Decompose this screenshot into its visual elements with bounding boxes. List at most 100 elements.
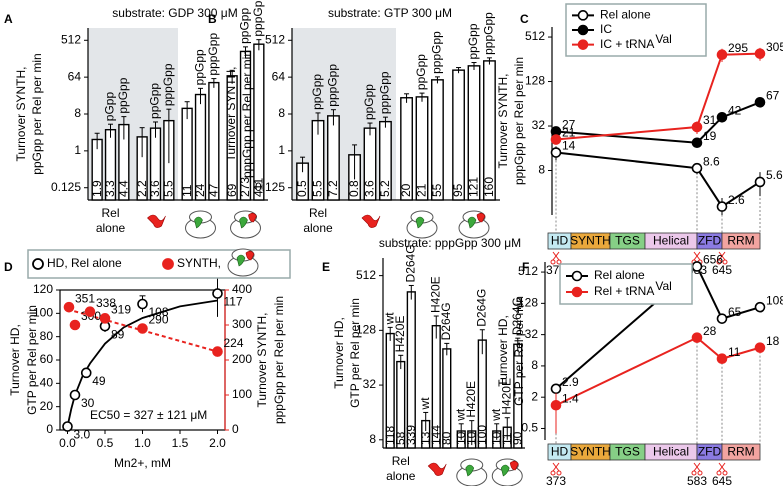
legend-marker: [571, 270, 583, 282]
domain-label: SYNTH: [570, 234, 611, 248]
point: [754, 342, 766, 353]
tick-label: 0: [232, 422, 239, 436]
domain-label: RRM: [727, 445, 754, 459]
tick-label: 1.5: [172, 436, 189, 450]
point: [550, 134, 562, 145]
scissors: [718, 462, 726, 472]
value-label: 21: [562, 126, 576, 140]
bar-annotation: ppGpp: [414, 54, 428, 90]
scissors: [716, 470, 722, 476]
group-label: Rel: [392, 454, 410, 468]
tick-label: 64: [272, 69, 286, 83]
point: [550, 383, 562, 395]
axis-label: pppGpp per Rel per min: [512, 57, 526, 185]
value-label: 10: [464, 431, 478, 445]
value-label: 2.6: [728, 193, 745, 207]
icon-shape: [509, 460, 519, 471]
domain-label: ZFD: [698, 445, 722, 459]
annotation: EC50 = 327 ± 121 μM: [90, 408, 207, 422]
icon-shape: [427, 462, 447, 476]
bar-annotation: ppGpp: [238, 8, 252, 44]
bar-annotation: wt: [453, 408, 467, 422]
icon-shape: [245, 250, 255, 261]
tick-label: 32: [363, 377, 377, 391]
value-label: 7.2: [326, 180, 340, 197]
fit-curve: [66, 299, 218, 427]
group-label: alone: [386, 469, 416, 483]
icon-shape: [248, 212, 257, 223]
value-label: 31: [703, 113, 717, 127]
tick-label: 400: [232, 282, 252, 296]
point: [84, 306, 96, 318]
x-axis-label: Mn2+, mM: [114, 456, 171, 470]
tick-label: 8: [74, 106, 81, 120]
panel-title: substrate: GTP 300 μM: [328, 6, 452, 20]
point: [716, 353, 728, 365]
point: [550, 147, 562, 158]
legend-label: SYNTH,: [177, 256, 221, 270]
scissors: [722, 470, 728, 476]
value-label: 2.2: [135, 180, 149, 197]
shaded-region: [292, 28, 396, 200]
tick-label: 40: [40, 376, 54, 390]
axis-label: Turnover HD,: [8, 324, 22, 396]
tick-label: 128: [356, 323, 376, 337]
value-label: 18: [766, 334, 780, 348]
point: [691, 121, 703, 133]
bar-annotation: ppGpp: [362, 84, 376, 120]
axis-label: GTP per Rel per min: [512, 296, 526, 406]
value-label: 49: [92, 374, 106, 388]
bar-annotation: pppGpp: [378, 71, 392, 114]
value-label: 3.3: [103, 180, 117, 197]
value-label: 13: [418, 431, 432, 445]
point: [80, 367, 92, 379]
scissors: [697, 470, 703, 476]
panel-letter: A: [4, 12, 13, 26]
icon-shape: [236, 254, 246, 267]
point: [691, 332, 703, 343]
bar-annotation: H420E: [464, 381, 478, 418]
value-label: 0.8: [347, 180, 361, 197]
value-label: 3.0: [74, 428, 91, 442]
value-label: 55: [430, 183, 444, 197]
value-label: 3.6: [363, 180, 377, 197]
bar-annotation: D264G: [510, 297, 524, 335]
tick-label: 512: [61, 32, 81, 46]
value-label: 95: [451, 183, 465, 197]
icon-shape: [361, 214, 381, 228]
scissors: [550, 259, 556, 265]
panel-letter: C: [520, 12, 529, 26]
value-label: 1.4: [562, 391, 579, 405]
point: [716, 201, 728, 212]
scissors: [718, 251, 726, 261]
value-label: 20: [399, 183, 413, 197]
icon-shape: [500, 464, 510, 477]
bar-annotation: ppGpp: [310, 74, 324, 110]
value-label: 11: [180, 184, 194, 197]
value-label: 160: [482, 177, 496, 197]
tick-label: 1.0: [134, 436, 151, 450]
tick-label: 80: [40, 329, 54, 343]
panel-letter: B: [208, 12, 217, 26]
bar: [431, 79, 444, 201]
bar-annotation: pppGpp: [251, 0, 265, 37]
value-label: 5.5: [162, 180, 176, 197]
legend-marker: [577, 39, 589, 50]
point: [99, 313, 111, 324]
bar-annotation: pGpp: [103, 92, 117, 122]
bar-annotation: ppGpp: [193, 49, 207, 85]
scissors: [691, 470, 697, 476]
bar-annotation: pppGpp: [430, 31, 444, 74]
point: [691, 137, 703, 149]
legend-label: HD, Rel alone: [47, 256, 122, 270]
group-label: Rel: [309, 206, 327, 220]
tick-label: 8: [278, 106, 285, 120]
value-label: 273: [238, 177, 252, 197]
value-label: 3.6: [148, 180, 162, 197]
tick-label: 2: [531, 389, 538, 403]
group-label: alone: [303, 221, 333, 235]
value-label: 108: [766, 293, 783, 307]
value-label: 118: [383, 426, 397, 445]
tick-label: 0: [46, 422, 53, 436]
bar: [406, 291, 416, 449]
